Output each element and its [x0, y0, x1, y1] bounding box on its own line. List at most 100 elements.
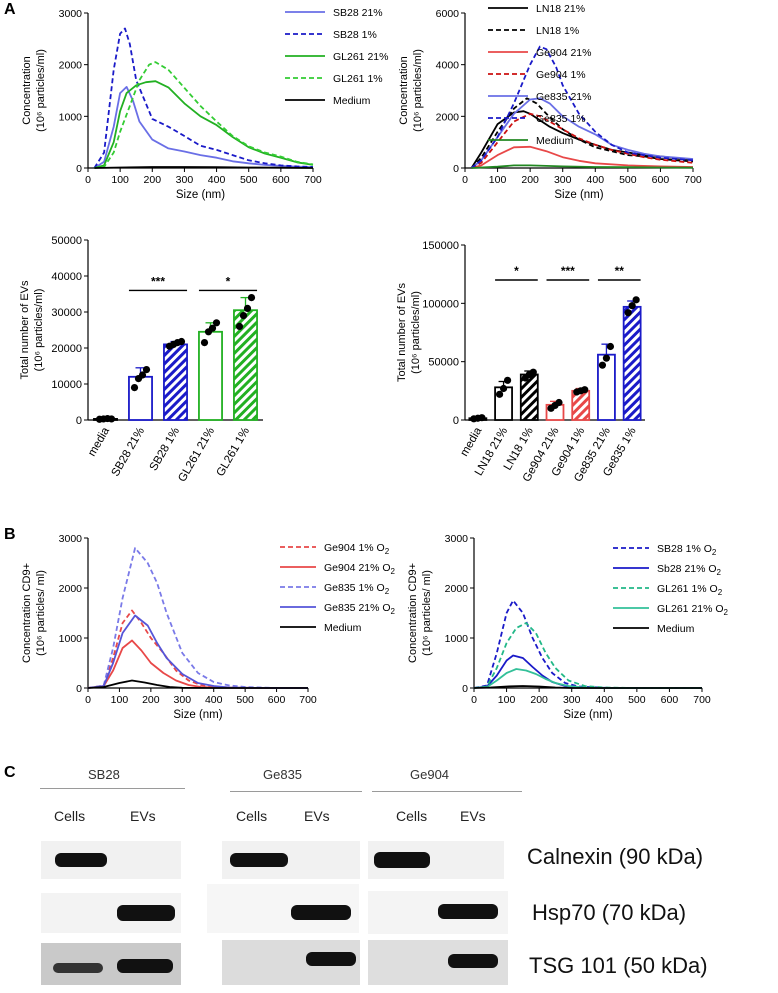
panel-letter-a: A	[4, 1, 16, 18]
y-axis-label-line: Concentration	[21, 56, 33, 125]
series-line-medium	[87, 679, 308, 689]
y-tick-label: 3000	[445, 533, 469, 545]
y-tick-label: 0	[462, 683, 468, 695]
series-line-ge835-21pct	[470, 97, 694, 169]
legend-label: Sb28 21% O2	[657, 563, 722, 577]
y-tick-label: 4000	[436, 60, 460, 72]
y-axis-label: Concentration (10⁶ particles/ml)	[21, 49, 47, 132]
x-tick-label: 300	[176, 174, 194, 186]
legend-label: LN18 1%	[536, 25, 579, 37]
legend-label: GL261 21% O2	[657, 603, 729, 617]
y-tick-label: 50000	[51, 235, 82, 247]
blot-band	[230, 853, 288, 867]
x-tick-label: 0	[85, 174, 91, 186]
x-tick-label: 200	[521, 174, 539, 186]
blot-group-divider	[372, 791, 522, 792]
bar-sb28-21pct	[128, 375, 153, 421]
legend-label-subscript: 2	[717, 568, 722, 577]
panel-letter-c: C	[4, 764, 16, 781]
x-tick-label: 700	[304, 174, 322, 186]
x-tick-label: 600	[661, 694, 679, 706]
series-line-medium	[473, 685, 702, 689]
blot-band	[438, 904, 498, 919]
x-tick-label: 500	[628, 694, 646, 706]
legend-label: SB28 1%	[333, 29, 377, 41]
x-tick-label: 300	[554, 174, 572, 186]
bar-ge835-1pct	[622, 305, 642, 421]
blot-strip	[41, 943, 181, 985]
protein-label-hsp70: Hsp70 (70 kDa)	[532, 900, 687, 925]
legend-label: GL261 1% O2	[657, 583, 723, 597]
x-tick-label: 700	[299, 694, 317, 706]
x-tick-label: 200	[530, 694, 548, 706]
data-point	[478, 414, 486, 422]
data-point	[247, 294, 256, 302]
x-tick-label: 200	[144, 174, 162, 186]
y-tick-label: 2000	[59, 60, 83, 72]
legend-label: GL261 1%	[333, 73, 383, 85]
y-axis-label-line: (10⁶ particles/ ml)	[35, 570, 47, 656]
blot-band	[306, 952, 356, 966]
x-tick-label: 400	[596, 694, 614, 706]
y-tick-label: 150000	[422, 240, 459, 252]
x-tick-label: 0	[471, 694, 477, 706]
y-tick-label: 1000	[59, 633, 83, 645]
series-line-gl261-21pct-o2	[473, 668, 702, 689]
data-point	[632, 296, 640, 304]
data-point	[208, 324, 217, 332]
legend-label-subscript: 2	[391, 567, 396, 576]
blot-strip	[222, 841, 360, 879]
x-tick-label: 200	[142, 694, 160, 706]
legend-label: Ge904 21% O2	[324, 562, 396, 576]
blot-strip	[41, 841, 181, 879]
x-tick-label: 100	[498, 694, 516, 706]
blot-group-divider	[230, 791, 362, 792]
significance-label: *	[226, 274, 231, 288]
data-point	[581, 386, 589, 394]
data-point	[212, 319, 221, 327]
blot-band	[448, 954, 498, 968]
x-axis-label: Size (nm)	[554, 189, 603, 201]
protein-label-calnexin: Calnexin (90 kDa)	[527, 844, 704, 869]
y-tick-label: 30000	[51, 307, 82, 319]
y-tick-label: 0	[76, 415, 82, 427]
y-tick-label: 6000	[436, 8, 460, 20]
lane-label-evs: EVs	[304, 808, 330, 824]
series-line-ge904-21pct-o2	[87, 639, 308, 689]
series-line-gl261-21pct	[94, 80, 314, 169]
x-tick-label: 300	[174, 694, 192, 706]
legend-label: GL261 21%	[333, 51, 388, 63]
y-tick-label: 2000	[59, 583, 83, 595]
data-point	[235, 322, 244, 330]
bar-sb28-1pct	[163, 343, 188, 421]
data-point	[624, 309, 632, 317]
x-axis-label: Size (nm)	[563, 709, 612, 721]
data-point	[107, 415, 116, 423]
series-line-sb28-1pct	[93, 27, 314, 169]
legend-label-subscript: 2	[724, 608, 729, 617]
y-axis-label: Concentration (10⁶ particles/ml)	[398, 49, 424, 132]
legend-label: Ge835 21%	[536, 91, 591, 103]
blot-strip	[222, 940, 360, 985]
significance-label: ***	[151, 274, 165, 288]
data-point	[529, 368, 537, 376]
legend-label-subscript: 2	[712, 548, 717, 557]
x-tick-label: 100	[111, 694, 129, 706]
panel-letter-b: B	[4, 526, 16, 543]
blot-strip	[368, 940, 508, 985]
y-axis-label: Concentration CD9+ (10⁶ particles/ ml)	[407, 563, 433, 663]
data-point	[177, 337, 186, 346]
x-tick-label: 500	[240, 174, 258, 186]
significance-label: ***	[561, 264, 575, 278]
legend-label-subscript: 2	[385, 547, 390, 556]
legend-label: Medium	[333, 95, 371, 107]
data-point	[243, 304, 252, 312]
legend-label: Ge904 1%	[536, 69, 586, 81]
line-chart-b1: 0 1000 2000 3000 0 100 200 300 400 500 600 700 Size …	[59, 533, 396, 721]
data-point	[628, 302, 636, 310]
x-tick-label: 400	[587, 174, 605, 186]
blot-band	[117, 905, 175, 921]
y-axis-label: Total number of EVs (10⁶ particles/ml)	[396, 282, 422, 382]
x-category-label: SB28 1%	[148, 426, 182, 474]
